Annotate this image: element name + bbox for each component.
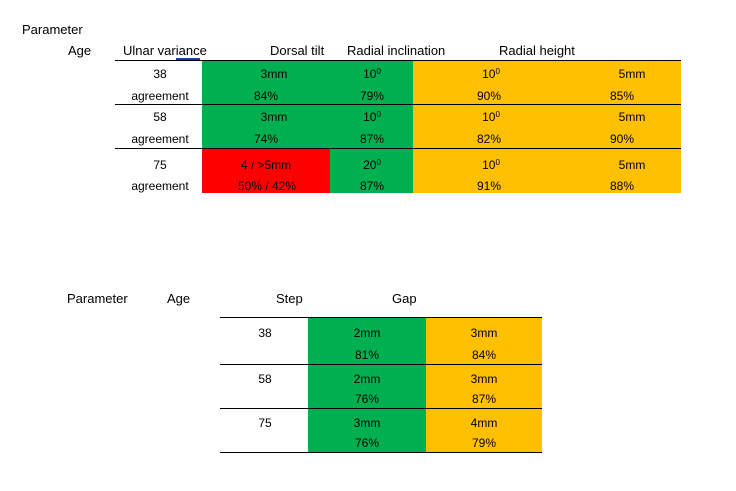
red-block-row-3 (202, 149, 330, 193)
header-parameter: Parameter (67, 291, 128, 306)
orange-block-rows-1-2 (413, 61, 681, 149)
ulnar-value: 3mm (260, 110, 288, 124)
radial-inc-value: 100 (482, 67, 500, 81)
dorsal-percent: 87% (359, 132, 385, 146)
row-age: 58 (153, 110, 167, 124)
table2-top-line (220, 317, 542, 318)
gap-value: 3mm (470, 372, 498, 386)
header-parameter: Parameter (22, 22, 83, 37)
radial-inc-value: 100 (482, 110, 500, 124)
ulnar-percent: 84% (253, 89, 279, 103)
degree-sup: 0 (376, 158, 381, 167)
header-step: Step (276, 291, 303, 306)
header-age: Age (68, 43, 92, 58)
ulnar-underline-mark (176, 58, 200, 60)
ulnar-percent: 50% / 42% (237, 179, 297, 193)
dorsal-percent: 87% (359, 179, 385, 193)
step-percent: 76% (354, 436, 380, 450)
degree-sup: 0 (495, 110, 500, 119)
radial-height-value: 5mm (618, 67, 646, 81)
row-age: 75 (153, 158, 167, 172)
step-value: 2mm (353, 326, 381, 340)
table2-bottom-line (220, 452, 542, 453)
step-percent: 81% (354, 348, 380, 362)
table1-top-line (115, 60, 681, 61)
step-value: 3mm (353, 416, 381, 430)
radial-inc-value: 100 (482, 158, 500, 172)
table2-line-3 (220, 408, 542, 409)
radial-height-value: 5mm (618, 110, 646, 124)
row-age: 75 (258, 416, 272, 430)
radial-height-percent: 90% (609, 132, 635, 146)
header-gap: Gap (392, 291, 417, 306)
table1-line-3 (115, 148, 681, 149)
gap-percent: 79% (471, 436, 497, 450)
dorsal-value: 100 (363, 67, 381, 81)
orange-gap-column (426, 318, 542, 453)
green-block-rows-1-2 (202, 61, 413, 149)
dorsal-value: 200 (363, 158, 381, 172)
ulnar-value: 3mm (260, 67, 288, 81)
degree-sup: 0 (495, 158, 500, 167)
row-agreement-label: agreement (131, 179, 189, 193)
dorsal-percent: 79% (359, 89, 385, 103)
header-ulnar-variance: Ulnar variance (123, 43, 207, 58)
table2-line-2 (220, 364, 542, 365)
row-agreement-label: agreement (131, 132, 189, 146)
orange-block-row-3 (413, 149, 681, 193)
radial-height-percent: 88% (609, 179, 635, 193)
green-step-column (308, 318, 426, 453)
ulnar-value: 4 / >5mm (240, 158, 292, 172)
gap-value: 4mm (470, 416, 498, 430)
step-percent: 76% (354, 392, 380, 406)
row-age: 58 (258, 372, 272, 386)
gap-value: 3mm (470, 326, 498, 340)
ulnar-percent: 74% (253, 132, 279, 146)
dorsal-value: 100 (363, 110, 381, 124)
degree-sup: 0 (495, 67, 500, 76)
row-age: 38 (153, 67, 167, 81)
green-block-row-3 (330, 149, 413, 193)
header-radial-inclination: Radial inclination (347, 43, 446, 58)
row-agreement-label: agreement (131, 89, 189, 103)
row-age: 38 (258, 326, 272, 340)
header-dorsal-tilt: Dorsal tilt (270, 43, 325, 58)
degree-sup: 0 (376, 67, 381, 76)
gap-percent: 87% (471, 392, 497, 406)
gap-percent: 84% (471, 348, 497, 362)
table1-line-2 (115, 104, 681, 105)
radial-inc-percent: 82% (476, 132, 502, 146)
header-radial-height: Radial height (499, 43, 575, 58)
header-age: Age (167, 291, 191, 306)
radial-height-value: 5mm (618, 158, 646, 172)
radial-inc-percent: 90% (476, 89, 502, 103)
radial-height-percent: 85% (609, 89, 635, 103)
degree-sup: 0 (376, 110, 381, 119)
step-value: 2mm (353, 372, 381, 386)
radial-inc-percent: 91% (476, 179, 502, 193)
